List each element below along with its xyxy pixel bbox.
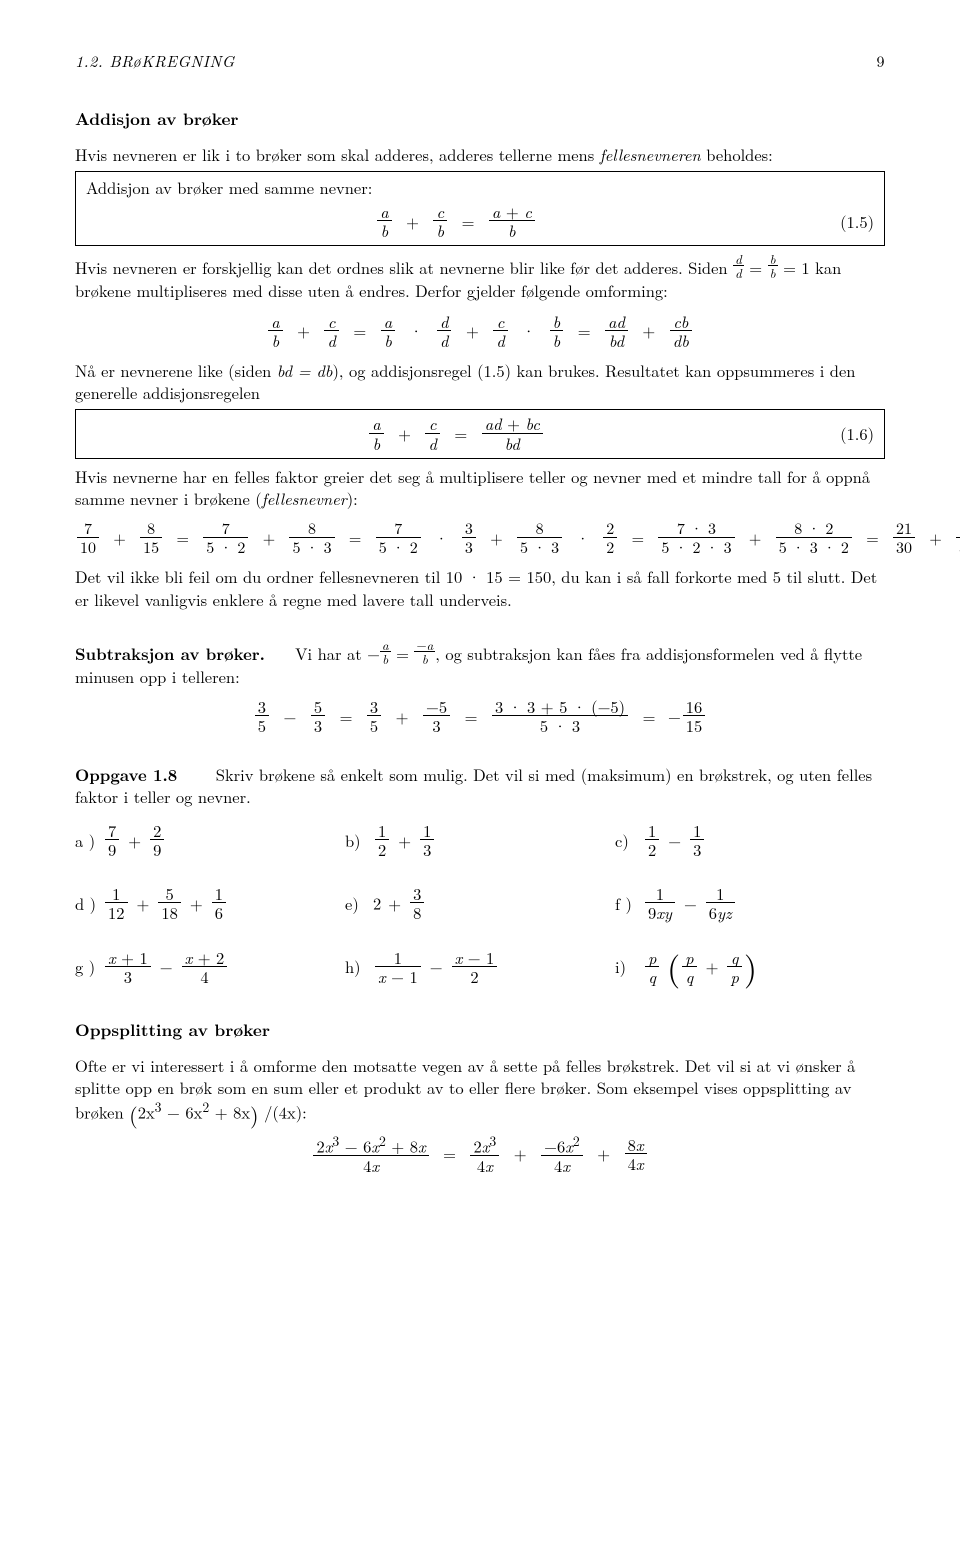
- section-header: 1.2. BRøKREGNING: [75, 49, 235, 72]
- page-number: 9: [876, 50, 885, 72]
- text: 2x: [138, 1100, 155, 1124]
- display-math-expansion: ab + cd = ab · dd + cd · bb = adbd + cbd…: [75, 312, 885, 349]
- text: Vi har at: [295, 641, 367, 665]
- ex-label: g ): [75, 955, 103, 977]
- text: Skriv brøkene så enkelt som mulig. Det v…: [75, 762, 872, 808]
- run-in-heading: Subtraksjon av brøker.: [75, 641, 265, 665]
- text-italic: fellesnevneren: [600, 142, 701, 166]
- ex-g: x + 13−x + 24: [103, 948, 345, 985]
- text: Hvis nevneren er forskjellig kan det ord…: [75, 255, 733, 279]
- ex-label: f ): [615, 892, 643, 914]
- display-math-numeric-example: 710 + 815 = 75 · 2 + 85 · 3 = 75 · 2 · 3…: [75, 519, 885, 555]
- display-math-split: 2x3 − 6x2 + 8x4x = 2x34x + −6x24x + 8x4x: [75, 1133, 885, 1174]
- box-caption: Addisjon av brøker med samme nevner:: [86, 176, 874, 198]
- ex-label: e): [345, 892, 373, 914]
- equation-1-5: ab + cb = a + cb (1.5): [86, 202, 874, 239]
- ex-c: 12−13: [643, 821, 885, 858]
- paragraph-2: Hvis nevneren er forskjellig kan det ord…: [75, 252, 885, 301]
- ex-b: 12+13: [373, 821, 615, 858]
- paragraph-3: Nå er nevnerene like (siden bd = db), og…: [75, 359, 885, 404]
- text: (4x):: [272, 1100, 306, 1124]
- split-section-title: Oppsplitting av brøker: [75, 1019, 885, 1042]
- text: Hvis nevnerne har en felles faktor greie…: [75, 464, 870, 510]
- ex-label: a ): [75, 829, 103, 851]
- ex-label: d ): [75, 892, 103, 914]
- text: Hvis nevneren er lik i to brøker som ska…: [75, 142, 600, 166]
- paragraph-5: Det vil ikke bli feil om du ordner felle…: [75, 565, 885, 610]
- text: ):: [347, 486, 358, 510]
- exercise-intro: Oppgave 1.8 Skriv brøkene så enkelt som …: [75, 763, 885, 808]
- exercise-grid: a ) 79+29 b) 12+13 c) 12−13 d ) 112+518+…: [75, 821, 885, 985]
- ex-label: h): [345, 955, 373, 977]
- paragraph-4: Hvis nevnerne har en felles faktor greie…: [75, 465, 885, 510]
- ex-a: 79+29: [103, 821, 345, 858]
- text: − 6x: [162, 1100, 203, 1124]
- equation-number: (1.6): [826, 422, 874, 444]
- ex-label: c): [615, 829, 643, 851]
- section-title: Addisjon av brøker: [75, 108, 885, 131]
- paragraph-intro: Hvis nevneren er lik i to brøker som ska…: [75, 143, 885, 165]
- formula-box-1-5: Addisjon av brøker med samme nevner: ab …: [75, 171, 885, 247]
- inline-math: bd = db: [277, 358, 333, 382]
- ex-label: i): [615, 955, 643, 977]
- ex-i: pq (pq+qp): [643, 948, 885, 985]
- split-paragraph: Ofte er vi interessert i å omforme den m…: [75, 1054, 885, 1123]
- exercise-title: Oppgave 1.8: [75, 762, 177, 786]
- equation-number: (1.5): [826, 210, 874, 232]
- ex-h: 1x − 1−x − 12: [373, 948, 615, 985]
- ex-f: 19xy−16yz: [643, 884, 885, 921]
- ex-e: 2+38: [373, 884, 615, 921]
- text: Nå er nevnerene like (siden: [75, 358, 277, 382]
- text: + 8x: [209, 1100, 250, 1124]
- text-italic: fellesnevner: [262, 486, 347, 510]
- text: beholdes:: [701, 142, 773, 166]
- formula-box-1-6: ab + cd = ad + bcbd (1.6): [75, 409, 885, 458]
- equation-1-6: ab + cd = ad + bcbd (1.6): [86, 414, 874, 451]
- subtraction-paragraph: Subtraksjon av brøker. Vi har at −ab = −…: [75, 638, 885, 687]
- display-math-subtraction: 35 − 53 = 35 + −53 = 3 · 3 + 5 · (−5)5 ·…: [75, 697, 885, 734]
- ex-label: b): [345, 829, 373, 851]
- ex-d: 112+518+16: [103, 884, 345, 921]
- page-header: 1.2. BRøKREGNING 9: [75, 50, 885, 72]
